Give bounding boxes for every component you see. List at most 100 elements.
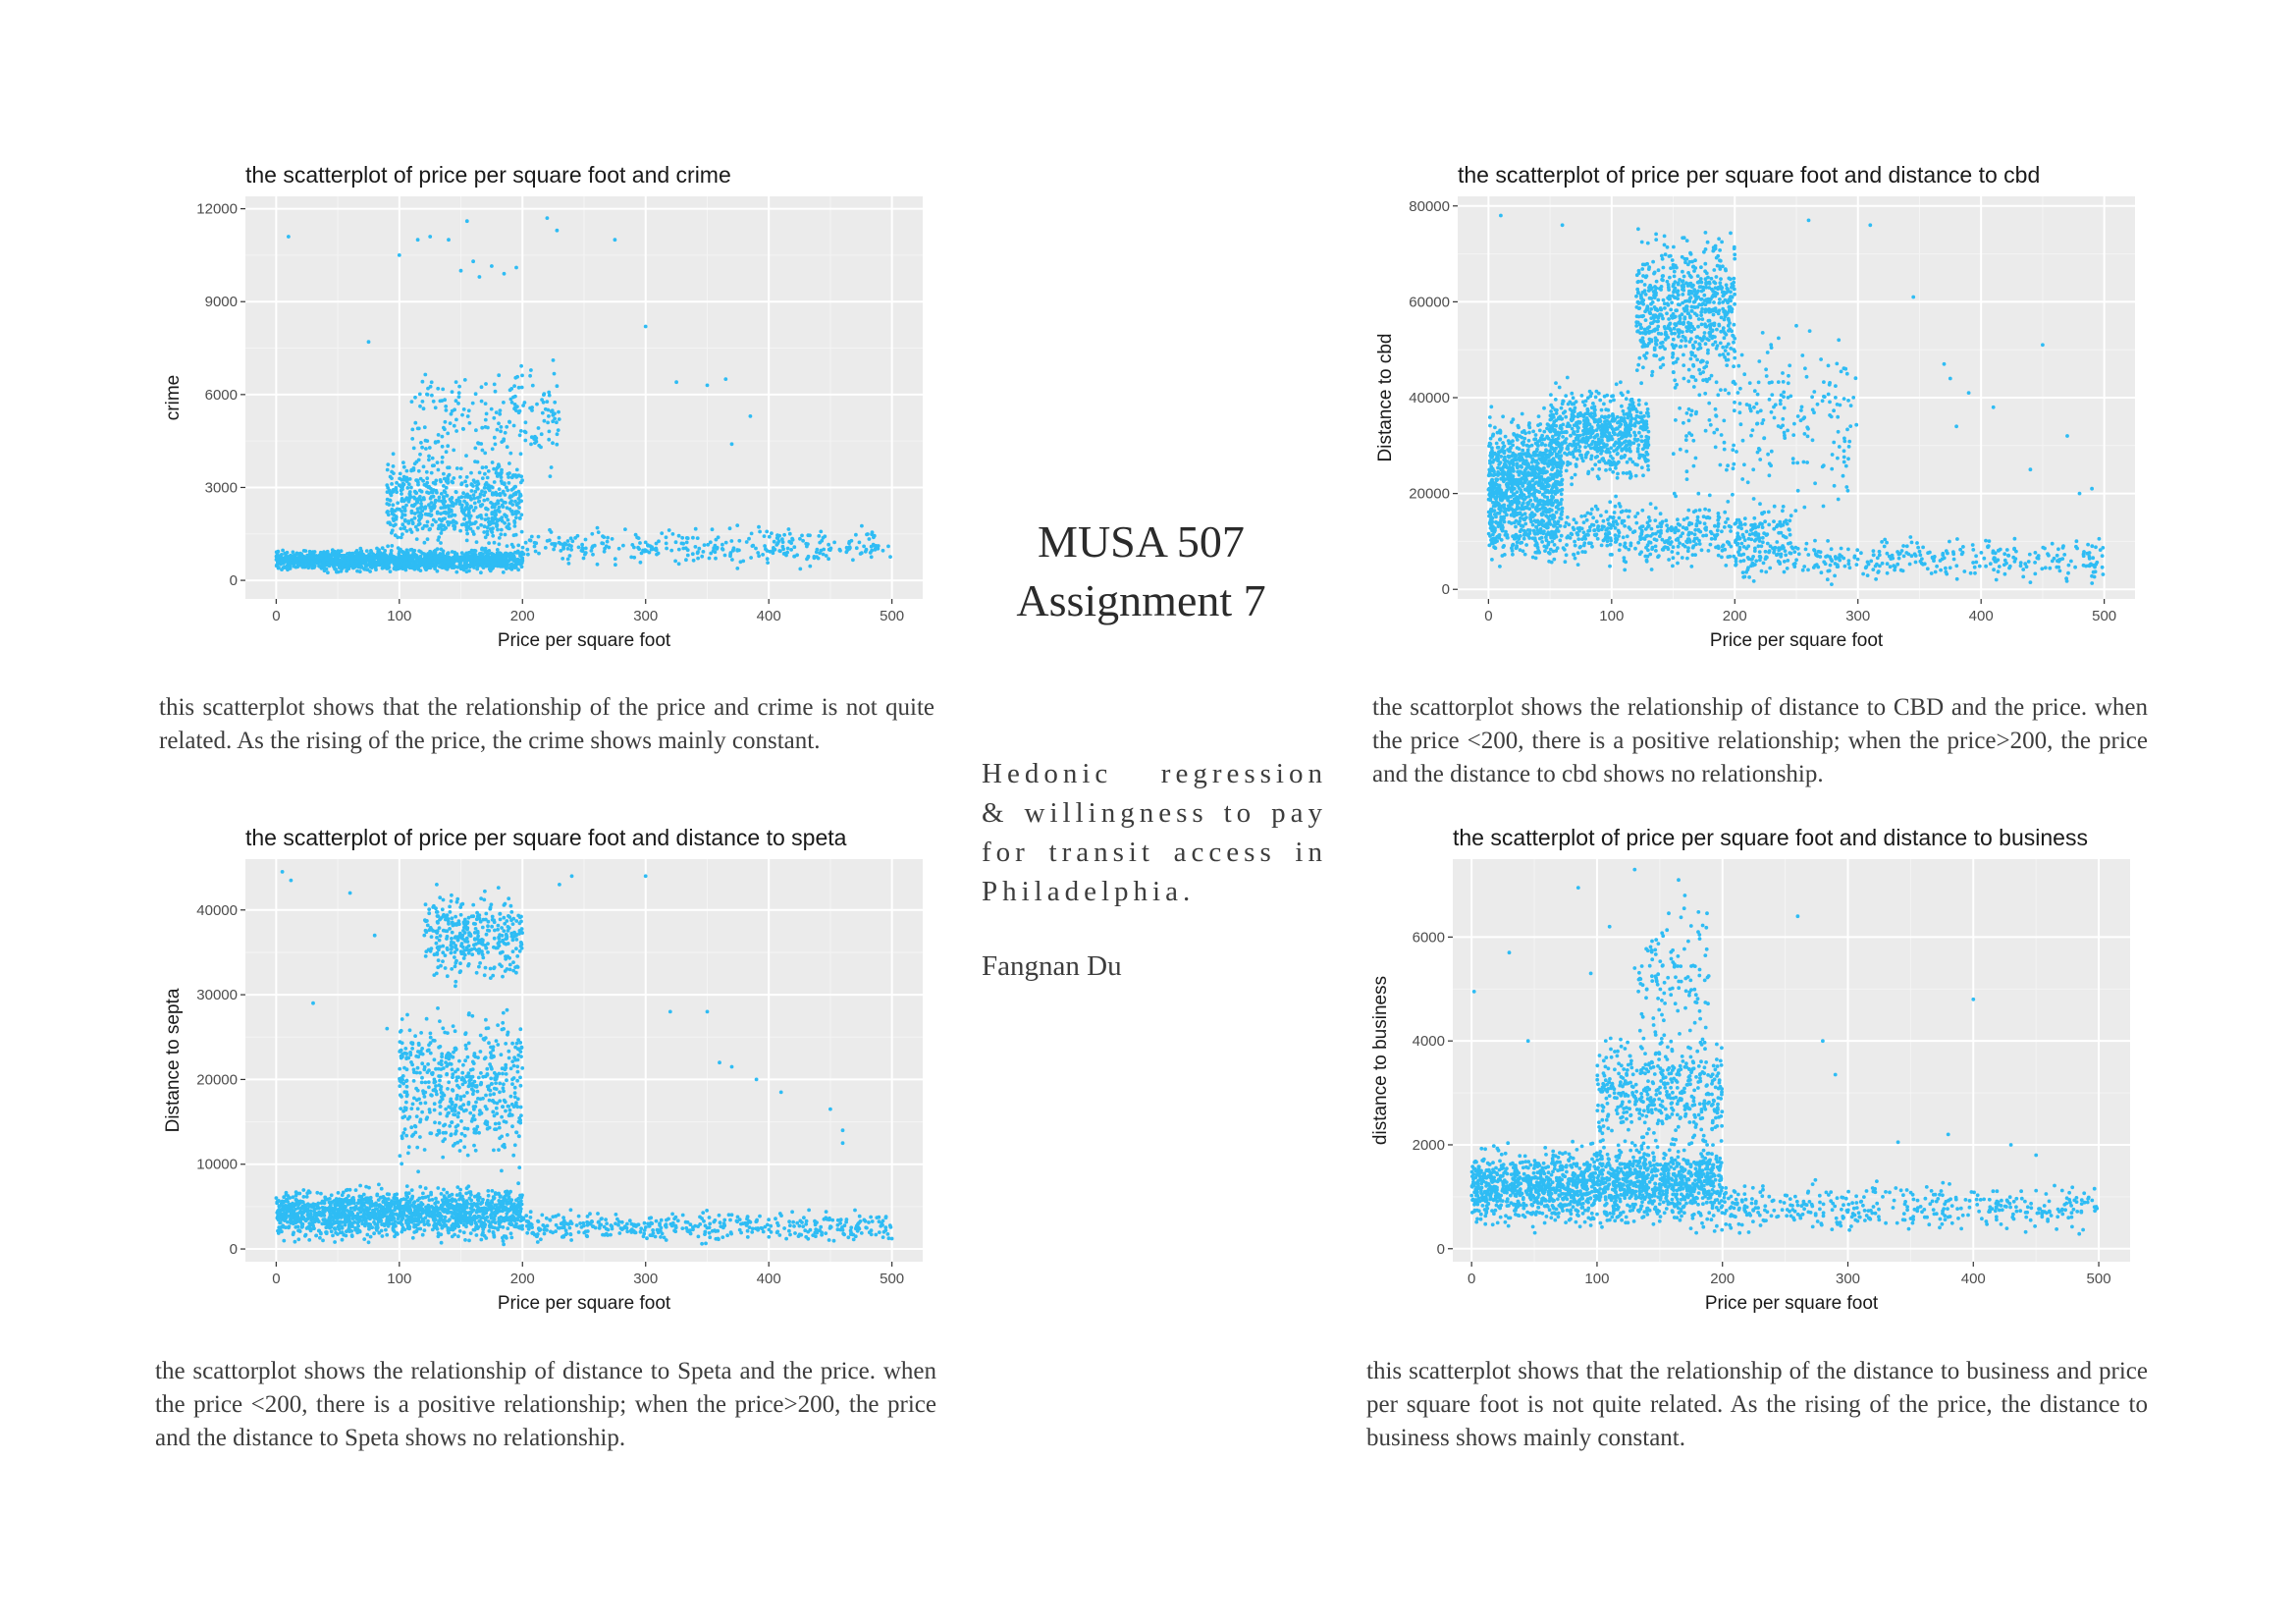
scatter-point bbox=[1554, 438, 1558, 442]
scatter-point bbox=[507, 388, 512, 393]
chart-cbd-points bbox=[1486, 213, 2106, 586]
scatter-point bbox=[373, 555, 378, 560]
scatter-point bbox=[349, 561, 354, 565]
scatter-point bbox=[1507, 495, 1512, 499]
scatter-point bbox=[1674, 308, 1679, 313]
scatter-point bbox=[1646, 267, 1651, 271]
scatter-point bbox=[431, 517, 436, 522]
scatter-point bbox=[484, 382, 488, 386]
scatter-point bbox=[1527, 472, 1531, 477]
scatter-point bbox=[1690, 324, 1694, 329]
scatter-point bbox=[491, 520, 495, 525]
scatter-point bbox=[535, 402, 539, 406]
scatter-point bbox=[1564, 414, 1569, 419]
scatter-point bbox=[789, 541, 793, 545]
x-tick-label: 300 bbox=[633, 608, 658, 624]
scatter-point bbox=[447, 507, 452, 512]
scatter-point bbox=[499, 532, 504, 537]
scatter-point bbox=[497, 551, 502, 556]
scatter-point bbox=[1633, 433, 1637, 438]
scatter-point bbox=[446, 431, 451, 436]
scatter-point bbox=[429, 380, 434, 385]
scatter-point bbox=[324, 567, 329, 571]
scatter-point bbox=[1520, 435, 1524, 440]
scatter-point bbox=[388, 553, 393, 558]
scatter-point bbox=[1715, 263, 1720, 268]
scatter-point bbox=[1510, 488, 1515, 492]
scatter-point bbox=[1645, 410, 1650, 415]
scatter-point bbox=[437, 498, 442, 503]
scatter-point bbox=[1696, 295, 1700, 299]
scatter-point bbox=[551, 441, 555, 446]
scatter-point bbox=[1492, 509, 1497, 514]
scatter-point bbox=[602, 549, 607, 554]
scatter-point bbox=[417, 562, 422, 567]
scatter-point bbox=[388, 560, 393, 564]
scatter-point bbox=[561, 545, 565, 550]
scatter-point bbox=[497, 421, 501, 426]
scatter-point bbox=[557, 417, 561, 421]
scatter-point bbox=[1686, 292, 1691, 297]
scatter-point bbox=[421, 406, 426, 411]
scatter-point bbox=[1525, 450, 1530, 455]
scatter-point bbox=[409, 485, 413, 490]
scatter-point bbox=[426, 485, 431, 490]
scatter-point bbox=[497, 471, 502, 476]
scatter-point bbox=[1611, 394, 1616, 399]
scatter-point bbox=[1636, 227, 1640, 232]
scatter-point bbox=[1695, 274, 1700, 278]
scatter-point bbox=[496, 508, 501, 513]
scatter-point bbox=[1660, 277, 1664, 282]
scatter-point bbox=[401, 460, 405, 464]
scatter-point bbox=[714, 556, 718, 561]
scatter-point bbox=[1644, 422, 1649, 427]
scatter-point bbox=[1693, 293, 1698, 298]
scatter-point bbox=[515, 562, 520, 566]
scatter-point bbox=[684, 558, 688, 563]
scatter-point bbox=[1545, 477, 1550, 482]
scatter-point bbox=[1489, 486, 1493, 491]
scatter-point bbox=[1724, 283, 1729, 288]
scatter-point bbox=[1717, 237, 1721, 242]
scatter-point bbox=[499, 425, 504, 429]
scatter-point bbox=[1615, 414, 1620, 419]
scatter-point bbox=[1661, 362, 1666, 367]
scatter-point bbox=[1628, 440, 1632, 445]
scatter-point bbox=[416, 458, 421, 462]
scatter-point bbox=[1707, 376, 1712, 381]
scatter-point bbox=[401, 474, 406, 479]
scatter-point bbox=[548, 474, 553, 478]
scatter-point bbox=[507, 522, 511, 526]
scatter-point bbox=[1632, 430, 1636, 435]
scatter-point bbox=[1504, 462, 1508, 467]
scatter-point bbox=[1499, 471, 1504, 476]
scatter-point bbox=[454, 417, 458, 422]
scatter-point bbox=[397, 554, 401, 559]
scatter-point bbox=[1512, 432, 1517, 437]
scatter-point bbox=[1544, 449, 1549, 454]
scatter-point bbox=[407, 493, 412, 497]
scatter-point bbox=[1581, 400, 1585, 405]
chart-crime-x-axis-title: Price per square foot bbox=[498, 630, 671, 651]
scatter-point bbox=[485, 529, 490, 534]
scatter-point bbox=[595, 562, 600, 567]
scatter-point bbox=[1625, 460, 1629, 464]
scatter-point bbox=[480, 554, 485, 559]
scatter-point bbox=[1511, 508, 1516, 513]
scatter-point bbox=[450, 408, 454, 413]
x-tick-label: 100 bbox=[387, 608, 411, 624]
scatter-point bbox=[639, 551, 644, 556]
scatter-point bbox=[1716, 253, 1721, 258]
scatter-point bbox=[656, 551, 661, 556]
scatter-point bbox=[1530, 522, 1535, 527]
scatter-point bbox=[464, 219, 469, 224]
scatter-point bbox=[402, 561, 407, 566]
scatter-point bbox=[483, 535, 488, 540]
scatter-point bbox=[1705, 240, 1710, 244]
scatter-point bbox=[1609, 446, 1614, 451]
scatter-point bbox=[435, 568, 440, 573]
scatter-point bbox=[1703, 309, 1707, 314]
scatter-point bbox=[1660, 253, 1664, 258]
scatter-point bbox=[508, 494, 512, 499]
scatter-point bbox=[406, 519, 411, 523]
